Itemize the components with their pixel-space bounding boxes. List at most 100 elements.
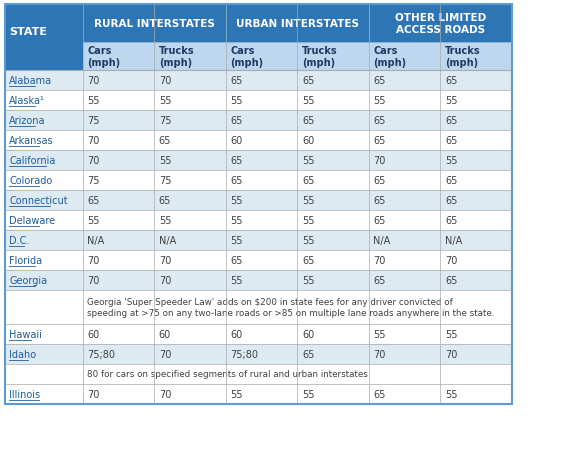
Text: 65: 65 [230, 156, 243, 166]
Text: 60: 60 [230, 329, 243, 339]
Text: 65: 65 [159, 136, 171, 146]
Bar [4, 131, 512, 151]
Text: 55: 55 [230, 96, 243, 106]
Text: 65: 65 [445, 216, 457, 226]
Text: 65: 65 [445, 196, 457, 206]
Text: Florida: Florida [9, 255, 42, 265]
Text: 70: 70 [159, 389, 171, 399]
Text: 70: 70 [445, 349, 457, 359]
Text: 65: 65 [445, 276, 457, 285]
Text: N/A: N/A [374, 235, 391, 245]
Text: 65: 65 [230, 175, 243, 186]
Text: Connecticut: Connecticut [9, 196, 68, 206]
Text: 70: 70 [159, 76, 171, 86]
Text: Georgia: Georgia [9, 276, 47, 285]
Bar [4, 324, 512, 344]
Text: 70: 70 [87, 76, 99, 86]
Text: 55: 55 [302, 276, 314, 285]
Text: OTHER LIMITED
ACCESS ROADS: OTHER LIMITED ACCESS ROADS [395, 13, 486, 35]
Text: 65: 65 [445, 76, 457, 86]
Bar [441, 43, 512, 71]
Text: 70: 70 [374, 255, 386, 265]
Bar [4, 230, 512, 250]
Bar [4, 151, 512, 170]
Text: Arkansas: Arkansas [9, 136, 54, 146]
Bar [154, 43, 226, 71]
Text: 55: 55 [445, 329, 457, 339]
Bar [4, 111, 512, 131]
Text: Trucks
(mph): Trucks (mph) [302, 46, 338, 68]
Text: Idaho: Idaho [9, 349, 37, 359]
Text: 55: 55 [445, 389, 457, 399]
Text: 55: 55 [302, 156, 314, 166]
Text: 65: 65 [159, 196, 171, 206]
Text: Cars
(mph): Cars (mph) [87, 46, 120, 68]
Bar [83, 5, 226, 43]
Bar [297, 43, 369, 71]
Text: 55: 55 [230, 235, 243, 245]
Text: 75: 75 [159, 175, 171, 186]
Text: N/A: N/A [159, 235, 176, 245]
Text: 65: 65 [302, 76, 314, 86]
Text: Arizona: Arizona [9, 116, 46, 126]
Bar [369, 43, 441, 71]
Text: STATE: STATE [9, 27, 47, 37]
Text: Trucks
(mph): Trucks (mph) [445, 46, 481, 68]
Text: 70: 70 [87, 156, 99, 166]
Bar [4, 384, 512, 404]
Text: 65: 65 [445, 175, 457, 186]
Bar [4, 71, 512, 91]
Bar [4, 250, 512, 271]
Text: 80 for cars on specified segments of rural and urban interstates: 80 for cars on specified segments of rur… [87, 370, 368, 379]
Text: 60: 60 [302, 136, 314, 146]
Text: 70: 70 [87, 136, 99, 146]
Text: 55: 55 [159, 216, 171, 226]
Text: 65: 65 [302, 255, 314, 265]
Text: RURAL INTERSTATES: RURAL INTERSTATES [94, 19, 215, 29]
Text: Illinois: Illinois [9, 389, 40, 399]
Text: 65: 65 [230, 255, 243, 265]
Text: Hawaii: Hawaii [9, 329, 42, 339]
Text: California: California [9, 156, 56, 166]
Text: 55: 55 [230, 216, 243, 226]
Bar [369, 5, 512, 43]
Text: 55: 55 [230, 389, 243, 399]
Text: 55: 55 [302, 216, 314, 226]
Bar [4, 170, 512, 191]
Text: 60: 60 [230, 136, 243, 146]
Text: 65: 65 [445, 136, 457, 146]
Text: 70: 70 [159, 255, 171, 265]
Text: 65: 65 [87, 196, 99, 206]
Text: 70: 70 [159, 276, 171, 285]
Text: URBAN INTERSTATES: URBAN INTERSTATES [236, 19, 359, 29]
Text: 55: 55 [302, 196, 314, 206]
Text: 55: 55 [302, 96, 314, 106]
Bar [4, 344, 512, 364]
Text: 55: 55 [445, 96, 457, 106]
Text: D.C.: D.C. [9, 235, 30, 245]
Text: 55: 55 [159, 156, 171, 166]
Text: 65: 65 [374, 196, 386, 206]
Bar [226, 43, 297, 71]
Text: 60: 60 [87, 329, 99, 339]
Bar [4, 5, 83, 71]
Text: 70: 70 [374, 156, 386, 166]
Bar [4, 271, 512, 290]
Text: 65: 65 [302, 175, 314, 186]
Bar [4, 211, 512, 230]
Bar [4, 364, 512, 384]
Text: 60: 60 [159, 329, 171, 339]
Text: 55: 55 [374, 96, 386, 106]
Text: 55: 55 [159, 96, 171, 106]
Text: 65: 65 [374, 136, 386, 146]
Text: 55: 55 [87, 96, 100, 106]
Text: 65: 65 [374, 175, 386, 186]
Text: 65: 65 [374, 76, 386, 86]
Text: 75;80: 75;80 [230, 349, 259, 359]
Text: Cars
(mph): Cars (mph) [230, 46, 264, 68]
Text: Alaska¹: Alaska¹ [9, 96, 45, 106]
Text: 70: 70 [159, 349, 171, 359]
Bar [4, 5, 512, 404]
Text: 65: 65 [445, 116, 457, 126]
Text: 75: 75 [159, 116, 171, 126]
